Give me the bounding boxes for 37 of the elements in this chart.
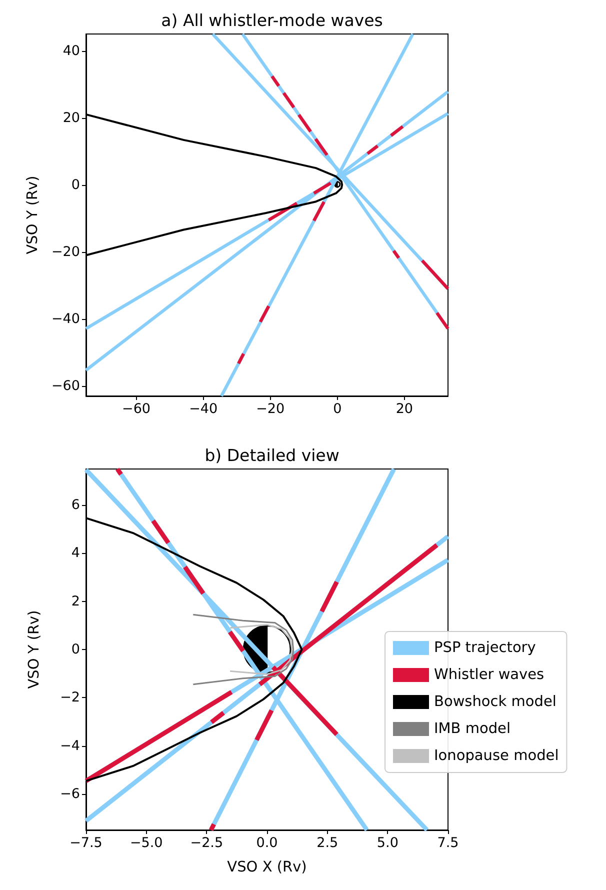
y-tick-label: 6 xyxy=(71,497,80,514)
y-tick-label: −4 xyxy=(60,738,80,754)
y-tick-label: −40 xyxy=(52,310,80,327)
y-tick-label: 2 xyxy=(71,593,80,610)
x-tick-label: −7.5 xyxy=(70,835,102,851)
legend-label: Bowshock model xyxy=(434,694,556,710)
legend-label: Ionopause model xyxy=(434,748,559,764)
line-series xyxy=(229,624,293,676)
x-tick-label: −60 xyxy=(122,401,151,417)
y-axis-title: VSO Y (Rv) xyxy=(26,610,42,689)
x-tick-label: −2.5 xyxy=(190,835,224,851)
legend-label: IMB model xyxy=(434,720,510,737)
y-tick-label: −2 xyxy=(60,690,80,706)
chart-title: a) All whistler-mode waves xyxy=(161,11,383,30)
y-tick-label: 20 xyxy=(62,110,80,126)
x-tick-label: 2.5 xyxy=(316,835,338,851)
x-tick-label: −5.0 xyxy=(130,835,163,851)
y-tick-label: −20 xyxy=(52,244,80,260)
y-tick-label: 4 xyxy=(71,545,80,562)
x-tick-label: 5.0 xyxy=(376,835,398,851)
line-series xyxy=(192,614,294,686)
x-axis-title: VSO X (Rv) xyxy=(227,860,307,876)
y-tick-label: 40 xyxy=(62,42,80,59)
x-tick-label: −20 xyxy=(256,401,285,417)
x-tick-label: −40 xyxy=(189,401,218,417)
x-tick-label: 7.5 xyxy=(437,835,459,851)
y-tick-label: 0 xyxy=(71,176,80,193)
legend-label: PSP trajectory xyxy=(434,640,536,656)
x-tick-label: 0.0 xyxy=(256,835,278,851)
y-tick-label: −60 xyxy=(52,378,80,394)
y-axis-title: VSO Y (Rv) xyxy=(25,176,42,254)
x-tick-label: 20 xyxy=(396,401,414,417)
legend-label: Whistler waves xyxy=(434,666,544,683)
x-tick-label: 0 xyxy=(333,401,342,417)
chart-title: b) Detailed view xyxy=(204,446,340,465)
y-tick-label: −6 xyxy=(60,786,80,802)
y-tick-label: 0 xyxy=(71,642,80,658)
